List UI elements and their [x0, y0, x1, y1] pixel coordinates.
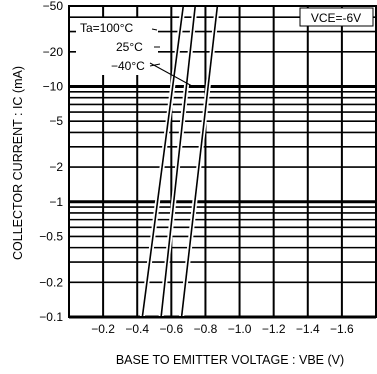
- series-label-background: [76, 18, 158, 75]
- plot-frame: [68, 5, 377, 318]
- x-tick-label: −0.4: [125, 322, 149, 336]
- series-label-leader: [149, 62, 193, 87]
- series-line: [160, 5, 197, 318]
- series-line: [141, 5, 185, 318]
- x-tick-label: −0.8: [194, 322, 218, 336]
- series-label: Ta=100°C: [80, 21, 134, 35]
- y-tick-label: −20: [43, 45, 64, 59]
- x-tick-label: −1.6: [330, 322, 354, 336]
- y-tick-label: −2: [49, 160, 63, 174]
- x-tick-label: −1.0: [228, 322, 252, 336]
- y-tick-label: −5: [49, 114, 63, 128]
- x-axis-title: BASE TO EMITTER VOLTAGE : VBE (V): [116, 353, 344, 367]
- condition-box: VCE=-6V: [299, 7, 374, 27]
- y-tick-label: −0.1: [39, 310, 63, 324]
- series-line: [180, 5, 219, 318]
- series-lines: [139, 5, 220, 318]
- x-tick-labels: −0.2 −0.4 −0.6 −0.8 −1.0 −1.2 −1.4 −1.6: [91, 322, 354, 336]
- x-tick-label: −0.2: [91, 322, 115, 336]
- series-label: −40°C: [111, 59, 145, 73]
- series-labels: Ta=100°C 25°C −40°C: [76, 18, 193, 87]
- y-tick-label: −0.5: [39, 229, 63, 243]
- y-tick-label: −10: [43, 80, 64, 94]
- y-tick-labels: −50 −20 −10 −5 −2 −1 −0.5 −0.2 −0.1: [39, 0, 63, 324]
- y-axis-title: COLLECTOR CURRENT : IC (mA): [11, 66, 25, 260]
- x-tick-label: −1.4: [296, 322, 320, 336]
- condition-label: VCE=-6V: [311, 11, 361, 25]
- grid: [69, 5, 376, 319]
- x-tick-label: −1.2: [262, 322, 286, 336]
- y-tick-label: −1: [49, 195, 63, 209]
- series-label-leader: [149, 63, 161, 67]
- y-tick-label: −50: [43, 0, 64, 13]
- series-label: 25°C: [116, 40, 143, 54]
- y-tick-label: −0.2: [39, 275, 63, 289]
- series-label-leader: [151, 28, 158, 31]
- x-tick-label: −0.6: [159, 322, 183, 336]
